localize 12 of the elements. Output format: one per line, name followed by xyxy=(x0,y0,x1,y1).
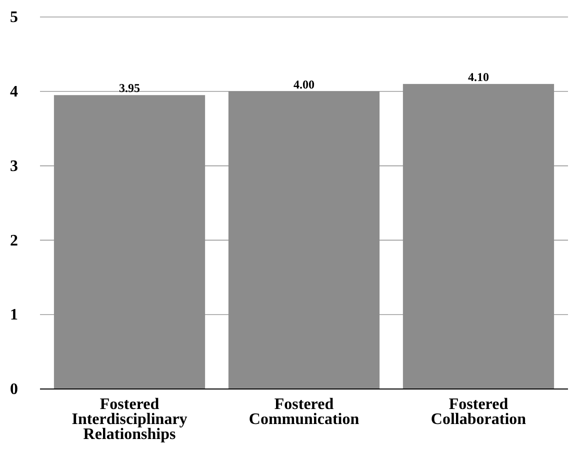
data-label: 3.95 xyxy=(119,81,140,96)
y-tick-label: 5 xyxy=(10,9,18,26)
y-tick-label: 2 xyxy=(10,232,18,250)
data-label: 4.00 xyxy=(294,77,314,92)
y-tick-label: 1 xyxy=(10,306,18,324)
data-label: 4.10 xyxy=(468,70,489,84)
x-tick-label: Fostered Interdisciplinary Relationships xyxy=(72,396,188,443)
y-tick-label: 3 xyxy=(10,158,18,175)
y-tick-label: 0 xyxy=(10,381,18,398)
x-tick-label: Fostered Communication xyxy=(248,396,360,428)
x-tick-label: Fostered Collaboration xyxy=(430,396,526,428)
y-tick-label: 4 xyxy=(10,84,18,101)
